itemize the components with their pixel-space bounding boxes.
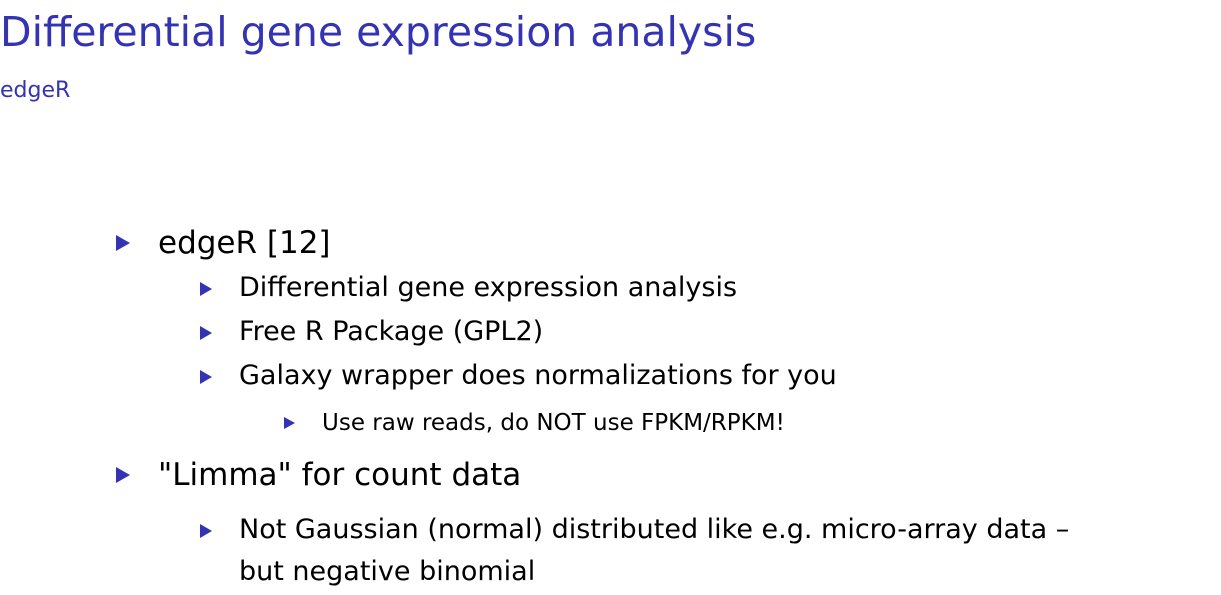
bullet-triangle-icon xyxy=(284,417,295,429)
list-item-not-gaussian-line1: Not Gaussian (normal) distributed like e… xyxy=(239,514,1070,545)
list-item-dge: Differential gene expression analysis xyxy=(239,272,738,303)
bullet-triangle-icon xyxy=(200,370,212,384)
bullet-triangle-icon xyxy=(200,282,212,296)
list-item-limma: "Limma" for count data xyxy=(158,457,522,493)
list-item-galaxy: Galaxy wrapper does normalizations for y… xyxy=(239,360,837,391)
list-item-raw-reads: Use raw reads, do NOT use FPKM/RPKM! xyxy=(322,410,785,436)
list-item-edger: edgeR [12] xyxy=(158,225,331,261)
slide-subtitle: edgeR xyxy=(0,78,71,103)
bullet-triangle-icon xyxy=(200,326,212,340)
bullet-triangle-icon xyxy=(200,524,212,538)
slide-title: Differential gene expression analysis xyxy=(0,8,757,56)
list-item-free-r: Free R Package (GPL2) xyxy=(239,316,544,347)
list-item-not-gaussian-line2: but negative binomial xyxy=(239,556,536,587)
bullet-triangle-icon xyxy=(116,235,130,251)
bullet-triangle-icon xyxy=(116,467,130,483)
